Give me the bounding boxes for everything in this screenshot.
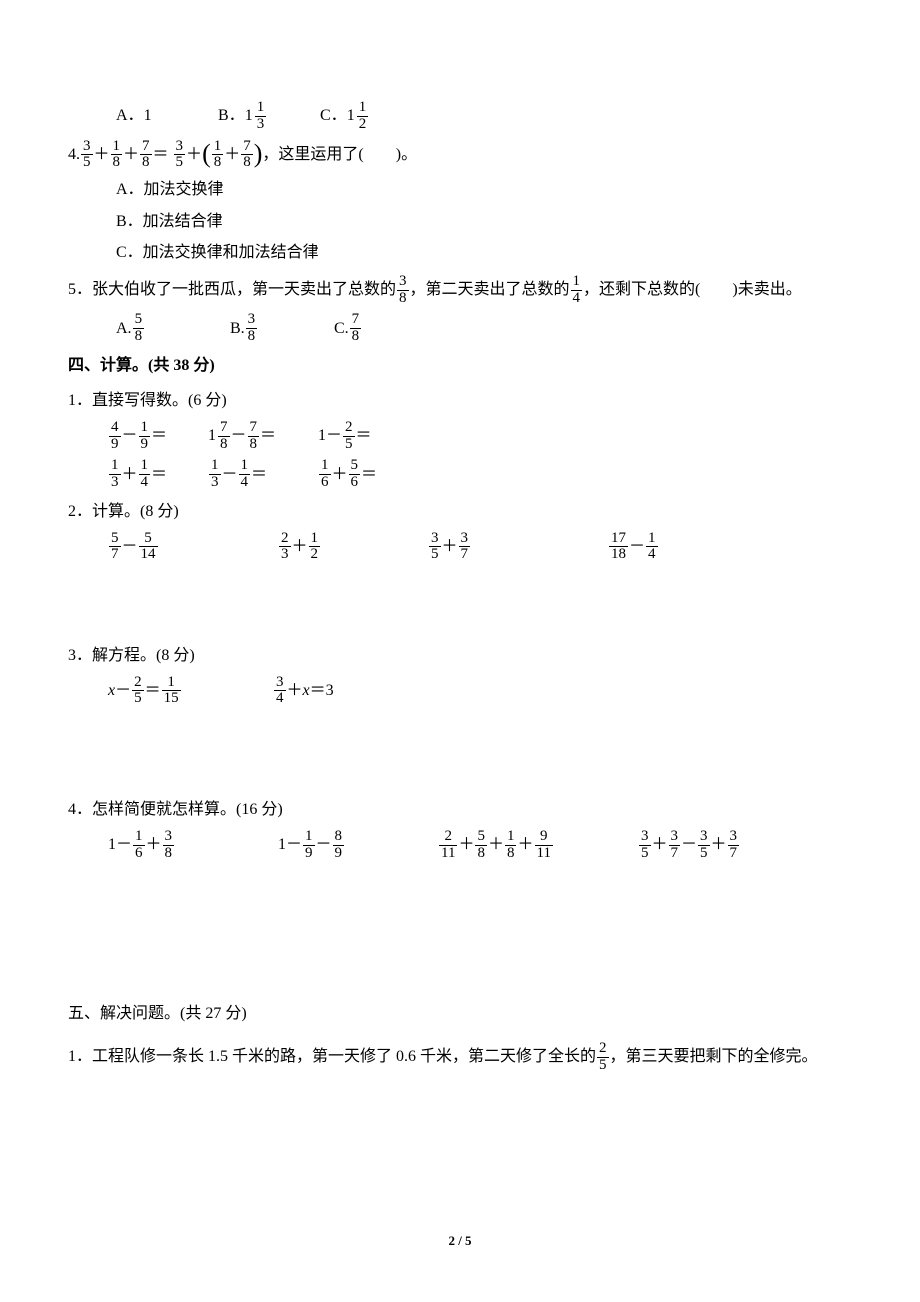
q3-opt-a-value: 1: [144, 103, 152, 129]
sec5-title: 五、解决问题。(共 27 分): [60, 1001, 860, 1027]
q3-opt-c-whole: 1: [347, 108, 355, 124]
sec5-q1: 1．工程队修一条长 1.5 千米的路，第一天修了 0.6 千米，第二天修了全长的…: [60, 1041, 860, 1074]
q5-prefix: 5．张大伯收了一批西瓜，第一天卖出了总数的: [68, 277, 396, 303]
q5-mid: ，第二天卖出了总数的: [410, 277, 570, 303]
q4-tail: ，这里运用了( )。: [262, 142, 417, 168]
q3-opt-c-num: 1: [357, 100, 369, 117]
sec4-p4-item-0: 1－16＋38: [108, 829, 278, 862]
q3-opt-b-letter: B．: [218, 103, 245, 129]
q5-line: 5．张大伯收了一批西瓜，第一天卖出了总数的 38 ，第二天卖出了总数的 14 ，…: [60, 274, 860, 307]
q3-opt-b-num: 1: [255, 100, 267, 117]
sec4-p4-item-3: 35＋37－35＋37: [638, 829, 798, 862]
sec4-p4-title: 4．怎样简便就怎样算。(16 分): [60, 797, 860, 823]
sec4-title: 四、计算。(共 38 分): [60, 353, 860, 379]
sec4-p4-item-1: 1－19－89: [278, 829, 438, 862]
sec4-p1-title: 1．直接写得数。(6 分): [60, 388, 860, 414]
q4-opt-c: C．加法交换律和加法结合律: [60, 240, 860, 266]
sec4-p3-title: 3．解方程。(8 分): [60, 643, 860, 669]
q4-opt-b: B．加法结合律: [60, 209, 860, 235]
sec5-q1-prefix: 1．工程队修一条长 1.5 千米的路，第一天修了 0.6 千米，第二天修了全长的: [68, 1044, 596, 1070]
q3-opt-c-den: 2: [357, 117, 369, 133]
q3-opt-b-den: 3: [255, 117, 267, 133]
page-number: 2 / 5: [0, 1231, 920, 1252]
sec4-p4-item-2: 211＋58＋18＋911: [438, 829, 638, 862]
q5-suffix: ，还剩下总数的( )未卖出。: [583, 277, 802, 303]
q3-opt-a-letter: A．: [116, 103, 144, 129]
q3-opt-b-whole: 1: [245, 108, 253, 124]
sec4-p1-row1: 49 － 19 ＝ 178 － 78 ＝ 1 － 25 ＝: [60, 420, 860, 453]
sec4-p3-row: x － 25 ＝ 115 34 ＋ x ＝ 3: [60, 675, 860, 708]
q5-option-row: A. 58 B. 38 C. 78: [60, 312, 860, 345]
q4-line: 4. 35 ＋ 18 ＋ 78 ＝ 35 ＋ ( 18 ＋ 78 ) ，这里运用…: [60, 139, 860, 172]
q3-option-row: A． 1 B． 113 C． 112: [60, 100, 860, 133]
sec4-p4-row: 1－16＋38 1－19－89 211＋58＋18＋911 35＋37－35＋3…: [60, 829, 860, 862]
sec4-p1-row2: 13 ＋ 14 ＝ 13 － 14 ＝ 16 ＋ 56 ＝: [60, 458, 860, 491]
q4-number: 4.: [68, 142, 80, 168]
sec4-p2-title: 2．计算。(8 分): [60, 499, 860, 525]
sec4-p2-row: 57 － 514 23 ＋ 12 35 ＋ 37 1718 － 14: [60, 531, 860, 564]
q4-opt-a: A．加法交换律: [60, 177, 860, 203]
page: A． 1 B． 113 C． 112 4. 35 ＋ 18 ＋ 78 ＝ 35 …: [0, 0, 920, 1302]
q3-opt-c-letter: C．: [320, 103, 347, 129]
sec5-q1-suffix: ，第三天要把剩下的全修完。: [610, 1044, 818, 1070]
